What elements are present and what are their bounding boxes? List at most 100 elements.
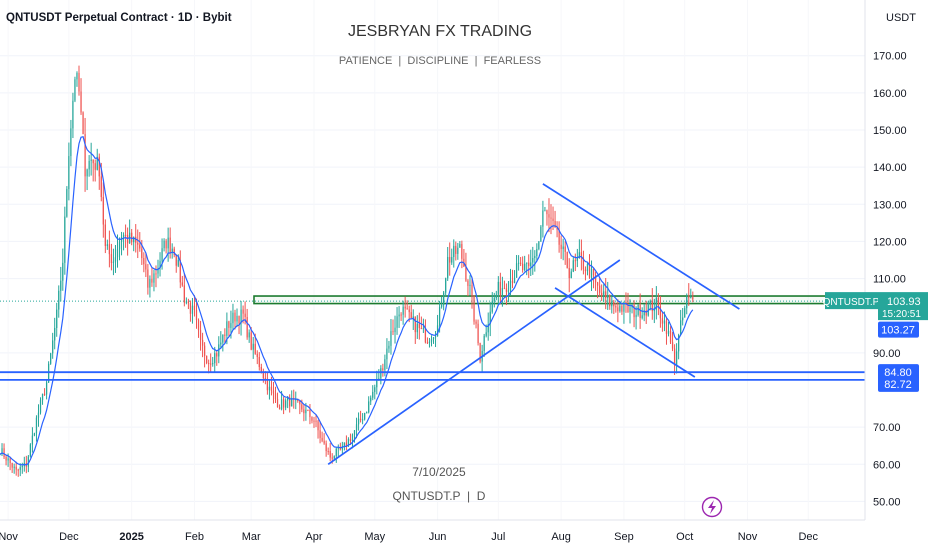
candle xyxy=(483,333,485,357)
candle xyxy=(364,412,366,421)
candle xyxy=(556,221,558,238)
candle xyxy=(380,365,382,385)
price-axis[interactable]: USDT 170.00 160.00 150.00 140.00 130.00 120.0… xyxy=(823,0,928,520)
candle xyxy=(201,332,204,358)
candle xyxy=(232,303,234,331)
candle xyxy=(317,419,319,439)
candle xyxy=(461,240,463,269)
candle xyxy=(558,221,560,253)
x-tick-label: 2025 xyxy=(119,531,143,543)
candle xyxy=(268,380,271,400)
candle xyxy=(56,302,58,337)
candle xyxy=(572,257,574,273)
candle xyxy=(588,254,591,279)
candle xyxy=(266,372,269,395)
candle xyxy=(155,265,157,288)
candle xyxy=(601,284,603,301)
candle xyxy=(90,142,92,176)
candle xyxy=(169,227,171,259)
x-tick-label: Nov xyxy=(0,531,18,543)
candle xyxy=(430,335,433,347)
candle xyxy=(45,378,48,400)
candle xyxy=(611,294,613,314)
candle xyxy=(378,369,380,381)
candle xyxy=(212,356,214,367)
candle xyxy=(78,65,80,96)
candle xyxy=(80,78,82,115)
candle xyxy=(60,266,62,302)
candle xyxy=(594,271,597,291)
x-tick-label: Oct xyxy=(676,531,693,543)
channel-lower[interactable] xyxy=(554,287,696,378)
candle xyxy=(248,329,250,343)
candle xyxy=(258,352,260,371)
x-tick-label: Feb xyxy=(185,531,204,543)
candle xyxy=(70,119,72,167)
candle xyxy=(323,433,325,445)
candle xyxy=(631,303,633,314)
level-price-tag[interactable]: 103.27 xyxy=(878,321,919,338)
candle xyxy=(256,350,258,365)
candle xyxy=(406,300,408,310)
candle xyxy=(647,301,649,317)
candle xyxy=(131,228,133,246)
candle xyxy=(137,229,139,259)
candle xyxy=(321,431,323,443)
x-tick-label: Apr xyxy=(305,531,322,543)
price-tag-value: 103.93 xyxy=(887,296,921,308)
candle xyxy=(313,416,315,428)
candle xyxy=(147,263,149,295)
candle xyxy=(173,246,175,258)
candle xyxy=(309,403,311,425)
time-axis[interactable]: Nov Dec 2025 Feb Mar Apr May Jun Jul Aug Sep Oct Nov… xyxy=(0,519,865,543)
candle xyxy=(692,291,694,303)
candle xyxy=(491,292,493,314)
candle xyxy=(187,298,190,310)
candle xyxy=(548,198,550,233)
candle xyxy=(653,298,655,324)
svg-text:82.72: 82.72 xyxy=(884,379,912,391)
candle xyxy=(554,210,556,229)
candle xyxy=(355,417,358,439)
candle xyxy=(499,272,501,305)
candle xyxy=(402,300,404,325)
grid xyxy=(0,55,865,502)
candle xyxy=(471,276,473,309)
rising-trendline[interactable] xyxy=(327,259,621,465)
candle xyxy=(493,292,495,308)
candle xyxy=(368,396,370,414)
level-price-tag[interactable]: 82.72 xyxy=(878,375,919,392)
candle xyxy=(684,305,686,318)
x-tick-label: Mar xyxy=(242,531,261,543)
lightning-icon[interactable] xyxy=(701,496,723,518)
candle xyxy=(625,292,627,313)
candle xyxy=(619,300,621,313)
channel-upper[interactable] xyxy=(542,183,740,310)
candle xyxy=(9,456,11,471)
candle xyxy=(509,268,512,296)
candle xyxy=(667,321,670,337)
candle xyxy=(686,293,688,315)
candle xyxy=(432,337,435,344)
candle xyxy=(361,413,364,425)
candle xyxy=(428,338,431,348)
price-tag-symbol: QNTUSDT.P xyxy=(823,297,880,308)
candle xyxy=(615,302,617,313)
candle xyxy=(122,232,125,251)
x-tick-label: Dec xyxy=(798,531,818,543)
candle xyxy=(299,400,301,415)
candle xyxy=(181,275,183,287)
candle xyxy=(153,269,155,292)
candle xyxy=(287,395,289,409)
candle xyxy=(54,317,56,350)
candle xyxy=(274,386,277,404)
candle xyxy=(503,280,506,290)
currency-label[interactable]: USDT xyxy=(886,12,916,24)
candle xyxy=(329,442,331,462)
candle xyxy=(657,293,660,316)
candle xyxy=(388,340,390,353)
symbol-title: QNTUSDT Perpetual Contract · 1D · Bybit xyxy=(6,12,232,24)
candle xyxy=(688,283,690,306)
